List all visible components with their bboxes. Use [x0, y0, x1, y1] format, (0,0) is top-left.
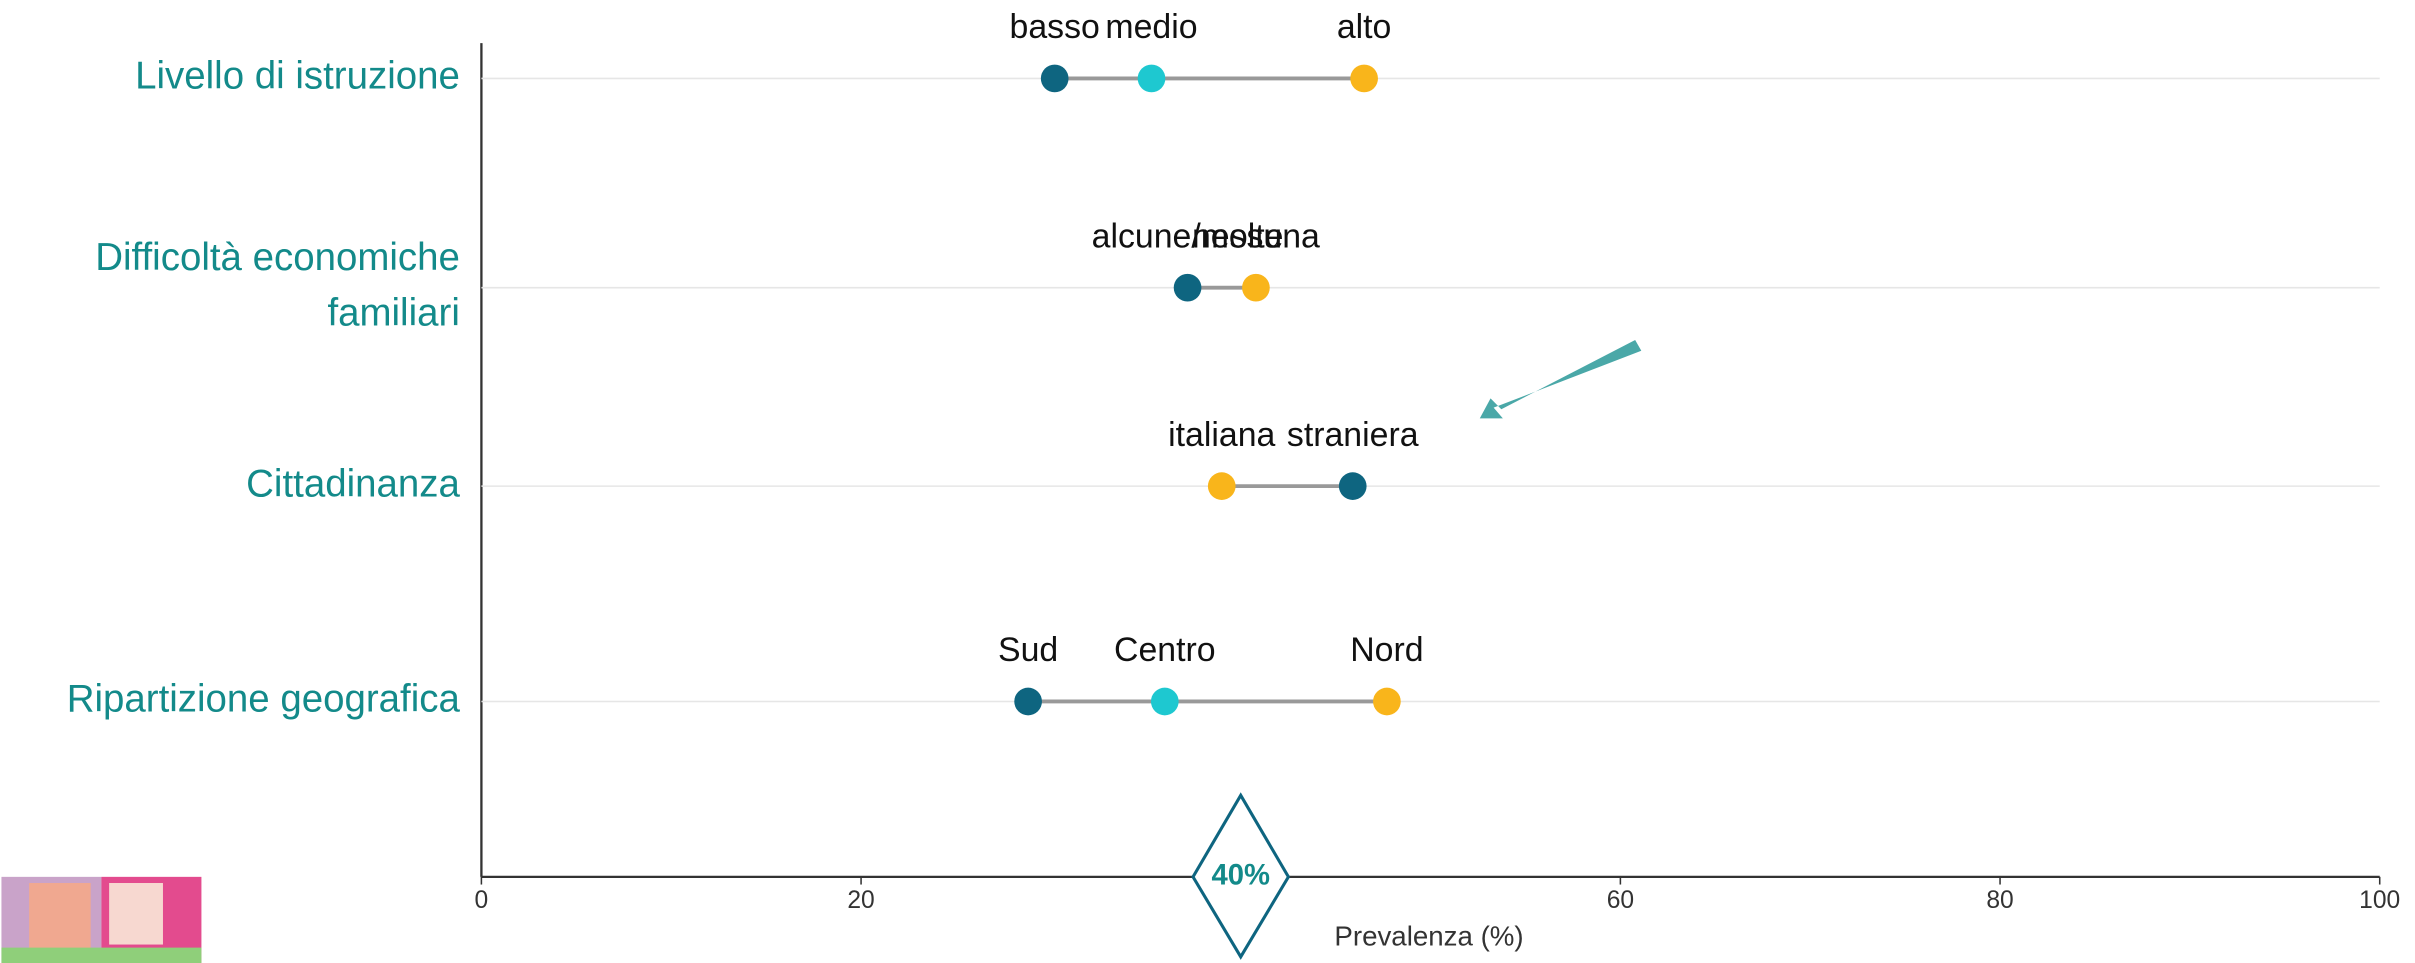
- point-label: medio: [1105, 8, 1197, 46]
- x-tick-label: 60: [1607, 887, 1634, 914]
- reference-marker: [1191, 792, 1291, 960]
- x-tick-label: 100: [2359, 887, 2400, 914]
- point-label: straniera: [1287, 416, 1419, 454]
- arrow: [1479, 339, 1642, 419]
- point-label: basso: [1010, 8, 1100, 46]
- point-label: alto: [1337, 8, 1392, 46]
- logo-decoration: [1, 876, 202, 963]
- dot: [1150, 687, 1179, 716]
- point-label: alcune/molte: [1092, 217, 1284, 255]
- dot: [1137, 64, 1166, 93]
- point-label: italiana: [1168, 416, 1275, 454]
- point-label: Nord: [1350, 631, 1423, 669]
- dot: [1242, 273, 1270, 302]
- x-tick-label: 20: [847, 887, 874, 914]
- reference-label: 40%: [1211, 860, 1270, 892]
- dot: [1350, 64, 1378, 93]
- x-tick-label: 0: [475, 887, 489, 914]
- point-label: Sud: [998, 631, 1058, 669]
- row-label: Difficoltà economiche: [95, 236, 460, 279]
- dot: [1014, 687, 1042, 716]
- dot: [1338, 472, 1367, 500]
- x-tick-label: 80: [1986, 887, 2013, 914]
- x-axis-label: Prevalenza (%): [1334, 921, 1523, 952]
- row-label: Livello di istruzione: [135, 55, 460, 98]
- dot: [1040, 64, 1069, 93]
- dot: [1173, 273, 1202, 302]
- row-label: familiari: [327, 292, 459, 335]
- point-label: nessuna: [1192, 217, 1320, 255]
- point-label: Centro: [1114, 631, 1216, 669]
- row-label: Ripartizione geografica: [67, 678, 461, 721]
- dot: [1373, 687, 1401, 716]
- row-label: Cittadinanza: [246, 462, 460, 505]
- dot: [1207, 472, 1236, 500]
